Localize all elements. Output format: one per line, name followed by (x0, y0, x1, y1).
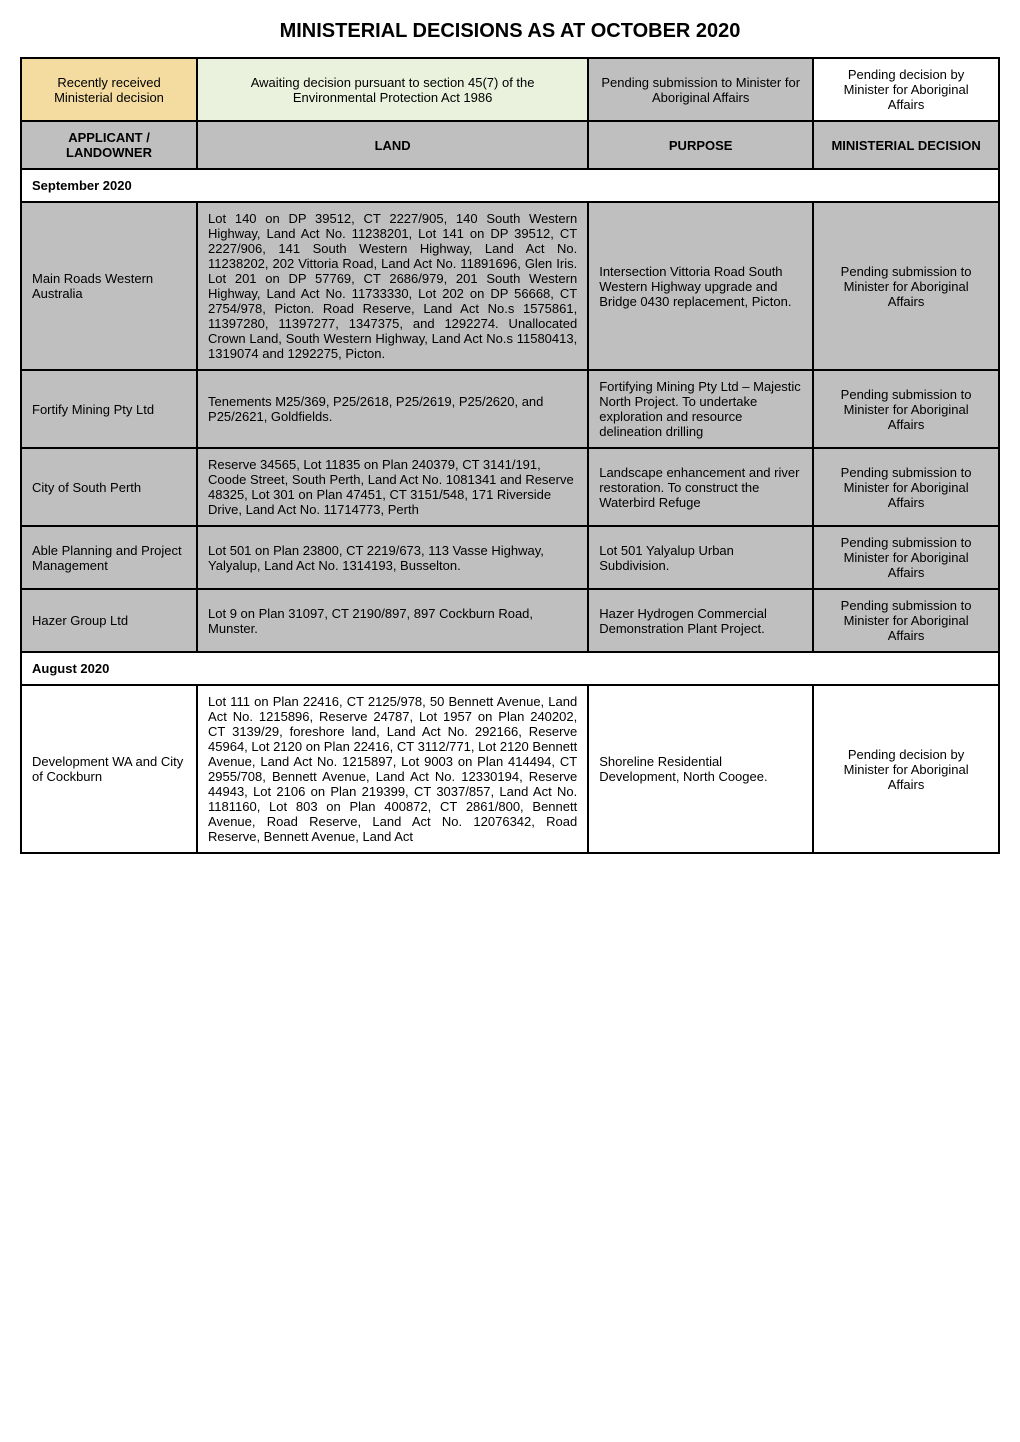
month-september-label: September 2020 (21, 169, 999, 202)
cell-land: Reserve 34565, Lot 11835 on Plan 240379,… (197, 448, 588, 526)
cell-applicant: Fortify Mining Pty Ltd (21, 370, 197, 448)
month-september: September 2020 (21, 169, 999, 202)
cell-purpose: Fortifying Mining Pty Ltd – Majestic Nor… (588, 370, 813, 448)
cell-purpose: Landscape enhancement and river restorat… (588, 448, 813, 526)
column-header-row: APPLICANT / LANDOWNER LAND PURPOSE MINIS… (21, 121, 999, 169)
table-row: Able Planning and Project Management Lot… (21, 526, 999, 589)
cell-land: Lot 501 on Plan 23800, CT 2219/673, 113 … (197, 526, 588, 589)
cell-applicant: City of South Perth (21, 448, 197, 526)
legend-pending-submission: Pending submission to Minister for Abori… (588, 58, 813, 121)
cell-decision: Pending submission to Minister for Abori… (813, 589, 999, 652)
cell-applicant: Able Planning and Project Management (21, 526, 197, 589)
cell-purpose: Intersection Vittoria Road South Western… (588, 202, 813, 370)
table-row: City of South Perth Reserve 34565, Lot 1… (21, 448, 999, 526)
legend-pending-decision: Pending decision by Minister for Aborigi… (813, 58, 999, 121)
table-row: Development WA and City of Cockburn Lot … (21, 685, 999, 853)
col-land: LAND (197, 121, 588, 169)
month-august-label: August 2020 (21, 652, 999, 685)
cell-purpose: Shoreline Residential Development, North… (588, 685, 813, 853)
legend-row: Recently received Ministerial decision A… (21, 58, 999, 121)
table-row: Fortify Mining Pty Ltd Tenements M25/369… (21, 370, 999, 448)
legend-awaiting: Awaiting decision pursuant to section 45… (197, 58, 588, 121)
month-august: August 2020 (21, 652, 999, 685)
cell-purpose: Hazer Hydrogen Commercial Demonstration … (588, 589, 813, 652)
cell-decision: Pending submission to Minister for Abori… (813, 448, 999, 526)
table-row: Hazer Group Ltd Lot 9 on Plan 31097, CT … (21, 589, 999, 652)
cell-land: Lot 140 on DP 39512, CT 2227/905, 140 So… (197, 202, 588, 370)
cell-applicant: Development WA and City of Cockburn (21, 685, 197, 853)
cell-decision: Pending submission to Minister for Abori… (813, 202, 999, 370)
cell-applicant: Main Roads Western Australia (21, 202, 197, 370)
page-title: MINISTERIAL DECISIONS AS AT OCTOBER 2020 (20, 20, 1000, 43)
cell-decision: Pending decision by Minister for Aborigi… (813, 685, 999, 853)
col-applicant: APPLICANT / LANDOWNER (21, 121, 197, 169)
cell-decision: Pending submission to Minister for Abori… (813, 370, 999, 448)
decisions-table: Recently received Ministerial decision A… (20, 57, 1000, 854)
col-purpose: PURPOSE (588, 121, 813, 169)
cell-land: Lot 111 on Plan 22416, CT 2125/978, 50 B… (197, 685, 588, 853)
cell-land: Lot 9 on Plan 31097, CT 2190/897, 897 Co… (197, 589, 588, 652)
cell-purpose: Lot 501 Yalyalup Urban Subdivision. (588, 526, 813, 589)
cell-decision: Pending submission to Minister for Abori… (813, 526, 999, 589)
legend-recent: Recently received Ministerial decision (21, 58, 197, 121)
col-decision: MINISTERIAL DECISION (813, 121, 999, 169)
table-row: Main Roads Western Australia Lot 140 on … (21, 202, 999, 370)
cell-land: Tenements M25/369, P25/2618, P25/2619, P… (197, 370, 588, 448)
cell-applicant: Hazer Group Ltd (21, 589, 197, 652)
legend-awaiting-text: Awaiting decision pursuant to section 45… (251, 75, 535, 105)
